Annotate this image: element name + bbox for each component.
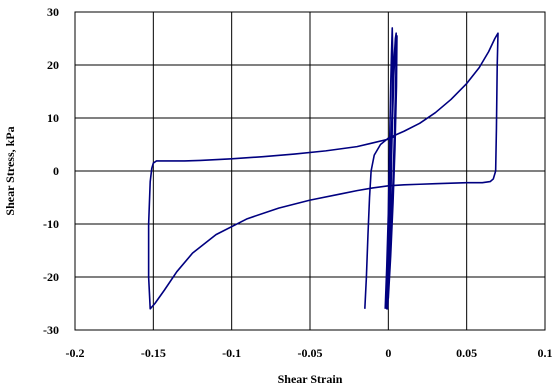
- y-tick-label: -20: [43, 270, 59, 284]
- x-tick-label: 0.05: [456, 346, 477, 360]
- x-tick-label: -0.1: [222, 346, 241, 360]
- x-tick-label: 0: [385, 346, 391, 360]
- x-tick-label: 0.1: [538, 346, 553, 360]
- data-curves: [147, 27, 499, 310]
- x-tick-label: -0.2: [66, 346, 85, 360]
- x-tick-label: -0.15: [141, 346, 166, 360]
- grid-lines: [74, 11, 546, 331]
- y-axis-title: Shear Stress, kPa: [3, 126, 17, 215]
- x-tick-label: -0.05: [298, 346, 323, 360]
- y-tick-label: -10: [43, 217, 59, 231]
- x-tick-labels: -0.2 -0.15 -0.1 -0.05 0 0.05 0.1: [66, 346, 553, 360]
- hysteresis-loop-1: [147, 32, 499, 310]
- y-tick-labels: 30 20 10 0 -10 -20 -30: [43, 5, 59, 337]
- x-axis-title: Shear Strain: [278, 372, 343, 386]
- y-tick-label: 20: [47, 58, 59, 72]
- y-tick-label: 10: [47, 111, 59, 125]
- y-tick-label: 30: [47, 5, 59, 19]
- plot-frame: [74, 11, 546, 331]
- y-tick-label: 0: [53, 164, 59, 178]
- y-tick-label: -30: [43, 323, 59, 337]
- hysteresis-loop-2: [384, 27, 398, 310]
